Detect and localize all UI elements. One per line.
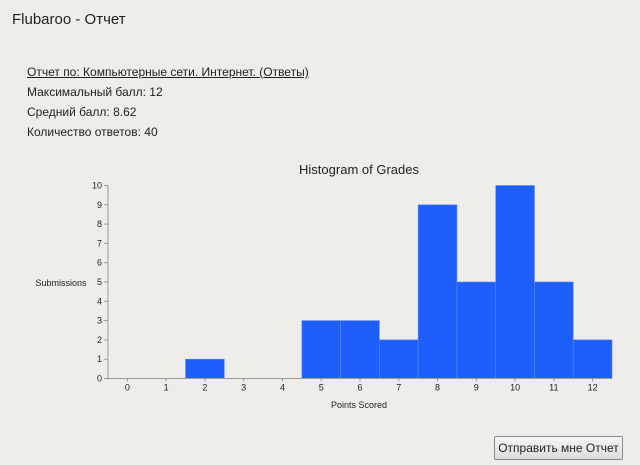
x-tick-label: 6 bbox=[357, 383, 362, 393]
grades-histogram: Histogram of Grades Submissions Points S… bbox=[35, 162, 613, 410]
submissions-count-label: Количество ответов: 40 bbox=[27, 125, 158, 139]
x-tick-label: 5 bbox=[319, 383, 324, 393]
x-tick-label: 9 bbox=[474, 383, 479, 393]
x-tick-label: 4 bbox=[280, 383, 285, 393]
x-ticks: 0 1 2 3 4 5 6 7 8 9 10 11 12 bbox=[125, 378, 598, 393]
x-tick-label: 1 bbox=[164, 383, 169, 393]
y-tick-label: 6 bbox=[97, 258, 102, 268]
chart-title: Histogram of Grades bbox=[299, 162, 419, 177]
histogram-bar-10 bbox=[495, 185, 535, 379]
x-axis-label: Points Scored bbox=[331, 400, 387, 410]
window-title: Flubaroo - Отчет bbox=[12, 11, 126, 28]
bars-layer bbox=[185, 185, 613, 379]
x-tick-label: 3 bbox=[241, 383, 246, 393]
average-score-label: Средний балл: 8.62 bbox=[27, 105, 137, 119]
x-tick-label: 8 bbox=[435, 383, 440, 393]
x-tick-label: 7 bbox=[396, 383, 401, 393]
histogram-bar-2 bbox=[185, 358, 225, 379]
y-tick-label: 3 bbox=[97, 316, 102, 326]
histogram-bar-5 bbox=[301, 320, 341, 379]
x-tick-label: 2 bbox=[202, 383, 207, 393]
y-tick-label: 2 bbox=[97, 335, 102, 345]
y-ticks: 0 1 2 3 4 5 6 7 8 9 10 bbox=[92, 181, 108, 384]
histogram-bar-11 bbox=[534, 281, 574, 379]
send-report-button[interactable]: Отправить мне Отчет bbox=[494, 436, 623, 460]
y-tick-label: 1 bbox=[97, 354, 102, 364]
x-tick-label: 11 bbox=[549, 383, 558, 393]
y-tick-label: 9 bbox=[97, 200, 102, 210]
y-tick-label: 7 bbox=[97, 238, 102, 248]
y-tick-label: 5 bbox=[97, 277, 102, 287]
x-tick-label: 0 bbox=[125, 383, 130, 393]
report-for-label: Отчет по: Компьютерные сети. Интернет. (… bbox=[27, 65, 309, 79]
x-tick-label: 12 bbox=[588, 383, 598, 393]
y-axis-label: Submissions bbox=[35, 278, 87, 288]
histogram-bar-12 bbox=[572, 339, 613, 379]
y-tick-label: 0 bbox=[97, 374, 102, 384]
histogram-bar-6 bbox=[340, 320, 380, 379]
y-tick-label: 8 bbox=[97, 219, 102, 229]
histogram-bar-7 bbox=[379, 339, 419, 379]
y-tick-label: 4 bbox=[97, 296, 102, 306]
max-score-label: Максимальный балл: 12 bbox=[27, 85, 163, 99]
report-summary: Отчет по: Компьютерные сети. Интернет. (… bbox=[27, 62, 309, 142]
histogram-bar-9 bbox=[456, 281, 496, 379]
y-tick-label: 10 bbox=[92, 181, 102, 191]
histogram-bar-8 bbox=[417, 204, 458, 379]
x-tick-label: 10 bbox=[510, 383, 520, 393]
